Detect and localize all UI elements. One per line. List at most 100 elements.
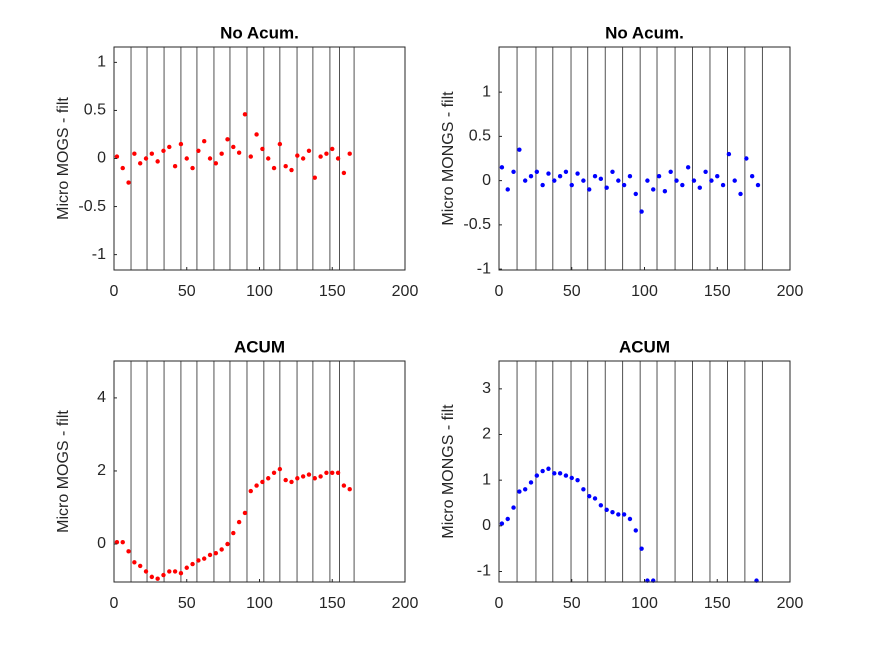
data-point [341, 170, 347, 176]
data-point [651, 187, 656, 192]
data-point [720, 182, 726, 188]
x-tick-label: 0 [495, 595, 504, 612]
data-point [132, 560, 137, 565]
data-point [592, 496, 598, 501]
data-point [738, 191, 743, 197]
data-point [155, 576, 160, 581]
data-point [167, 144, 172, 150]
y-tick-label: 0.5 [469, 128, 491, 145]
y-tick-label: 0 [482, 172, 491, 189]
data-point [534, 473, 540, 478]
data-point [522, 178, 528, 183]
data-point [621, 512, 627, 517]
x-tick-label: 150 [319, 595, 346, 612]
data-point [703, 169, 708, 174]
data-point [137, 161, 143, 166]
data-point [190, 165, 195, 171]
x-tick-label: 100 [246, 595, 273, 612]
data-point [627, 173, 633, 179]
data-point [207, 156, 213, 161]
data-point [347, 151, 352, 156]
data-point [505, 187, 510, 192]
data-point [277, 141, 283, 147]
chart-title: ACUM [234, 337, 285, 356]
data-point [680, 182, 685, 188]
data-point [517, 489, 522, 494]
x-tick-label: 50 [178, 283, 196, 300]
data-point [639, 209, 644, 214]
y-tick-label: -0.5 [463, 216, 491, 233]
x-tick-label: 150 [704, 283, 731, 300]
data-point [225, 541, 230, 547]
y-tick-label: 0.5 [84, 102, 106, 119]
x-tick-label: 200 [392, 283, 419, 300]
y-tick-label: 3 [482, 380, 491, 397]
data-point [592, 173, 598, 179]
data-point [505, 516, 510, 522]
data-point [114, 154, 120, 159]
data-point [546, 466, 551, 471]
x-tick-label: 50 [178, 595, 196, 612]
x-tick-label: 200 [777, 283, 804, 300]
data-point [616, 512, 621, 517]
data-point [335, 470, 341, 475]
data-point [744, 156, 749, 161]
data-point [114, 539, 120, 545]
y-axis-label: Micro MONGS - filt [440, 91, 457, 226]
data-point [167, 569, 172, 574]
data-point [604, 507, 609, 513]
data-point [172, 569, 178, 574]
data-point [552, 471, 557, 476]
data-point [691, 178, 697, 183]
data-point [528, 173, 534, 179]
data-point [271, 470, 277, 475]
data-point [306, 472, 312, 477]
x-tick-label: 150 [319, 283, 346, 300]
data-point [207, 552, 213, 558]
x-tick-label: 200 [392, 595, 419, 612]
data-point [569, 182, 574, 188]
data-point [668, 169, 673, 174]
data-point [557, 173, 563, 179]
chart-title: ACUM [619, 337, 670, 356]
data-point [318, 474, 323, 479]
data-point [143, 156, 149, 161]
x-tick-label: 0 [495, 283, 504, 300]
data-point [312, 476, 317, 481]
data-point [499, 165, 505, 170]
data-point [575, 171, 580, 176]
data-point [266, 156, 271, 161]
data-point [563, 169, 569, 174]
data-point [633, 191, 638, 197]
x-tick-label: 0 [110, 283, 119, 300]
data-point [266, 476, 271, 481]
data-point [598, 503, 604, 508]
y-tick-label: -1 [477, 563, 491, 580]
x-tick-label: 100 [246, 283, 273, 300]
axes-background [114, 47, 405, 270]
data-point [312, 175, 317, 180]
data-point [335, 156, 341, 161]
data-point [324, 470, 329, 475]
data-point [639, 546, 644, 551]
data-point [715, 173, 720, 179]
data-point [295, 476, 300, 481]
data-point [749, 173, 755, 179]
data-point [587, 493, 592, 499]
data-point [184, 156, 189, 161]
y-tick-label: 0 [97, 150, 106, 167]
data-point [499, 521, 505, 526]
y-tick-label: 0 [482, 517, 491, 534]
data-point [202, 556, 207, 561]
axes-background [499, 361, 790, 582]
data-point [522, 487, 528, 492]
data-point [563, 473, 569, 478]
data-point [732, 178, 737, 183]
data-point [161, 148, 166, 154]
data-point [236, 519, 242, 525]
data-point [726, 151, 732, 157]
data-point [120, 165, 125, 171]
data-point [610, 509, 615, 515]
x-tick-label: 50 [563, 595, 581, 612]
